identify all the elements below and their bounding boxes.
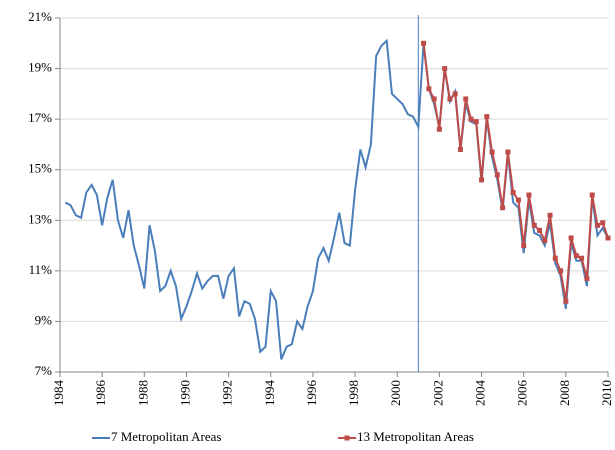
data-point — [500, 205, 506, 211]
data-point — [537, 227, 542, 233]
x-tick-label: 2006 — [515, 380, 530, 407]
y-tick-label: 21% — [28, 9, 52, 24]
y-tick-label: 17% — [28, 110, 52, 125]
x-tick-label: 2008 — [557, 380, 572, 406]
x-tick-label: 1990 — [177, 380, 192, 406]
x-tick-label: 2000 — [388, 380, 403, 406]
legend-marker — [344, 435, 350, 441]
data-point — [452, 91, 458, 97]
data-point — [579, 255, 585, 261]
data-point — [563, 298, 569, 304]
data-point — [489, 149, 495, 155]
data-point — [584, 275, 590, 281]
data-point — [542, 238, 548, 244]
data-point — [505, 149, 511, 155]
x-tick-label: 1992 — [220, 380, 235, 406]
data-point — [589, 192, 595, 198]
data-point — [510, 189, 516, 195]
y-tick-label: 9% — [35, 312, 53, 327]
x-tick-label: 2004 — [473, 380, 488, 407]
data-point — [468, 116, 474, 122]
x-tick-label: 1998 — [346, 380, 361, 406]
data-point — [457, 146, 463, 152]
x-tick-label: 1984 — [51, 380, 66, 407]
data-point — [447, 96, 453, 102]
data-point — [436, 126, 442, 132]
data-point — [484, 114, 490, 120]
data-point — [442, 66, 448, 72]
x-tick-label: 2010 — [599, 380, 614, 406]
x-tick-label: 1996 — [304, 380, 319, 407]
data-point — [463, 96, 469, 102]
data-point — [531, 222, 537, 228]
data-point — [547, 212, 553, 218]
x-tick-label: 1988 — [135, 380, 150, 406]
data-point — [568, 235, 574, 241]
y-tick-label: 7% — [35, 363, 53, 378]
data-point — [479, 177, 485, 183]
data-point — [600, 220, 606, 226]
data-point — [558, 268, 564, 274]
y-tick-label: 11% — [29, 262, 53, 277]
data-point — [431, 96, 437, 102]
y-tick-label: 15% — [28, 161, 52, 176]
y-tick-label: 19% — [28, 60, 52, 75]
data-point — [573, 253, 579, 259]
x-tick-label: 1994 — [262, 380, 277, 407]
data-point — [605, 235, 611, 241]
data-point — [521, 243, 527, 249]
legend-label: 7 Metropolitan Areas — [111, 429, 221, 444]
data-point — [515, 197, 521, 203]
x-tick-label: 2002 — [430, 380, 445, 406]
data-point — [494, 172, 500, 178]
legend-label: 13 Metropolitan Areas — [357, 429, 474, 444]
x-tick-label: 1986 — [93, 380, 108, 407]
data-point — [421, 40, 427, 46]
data-point — [473, 119, 479, 125]
y-tick-label: 13% — [28, 211, 52, 226]
data-point — [552, 255, 558, 261]
data-point — [594, 222, 600, 228]
data-point — [426, 86, 432, 92]
series-line — [64, 38, 609, 360]
data-point — [526, 192, 532, 198]
series-line — [422, 43, 609, 302]
